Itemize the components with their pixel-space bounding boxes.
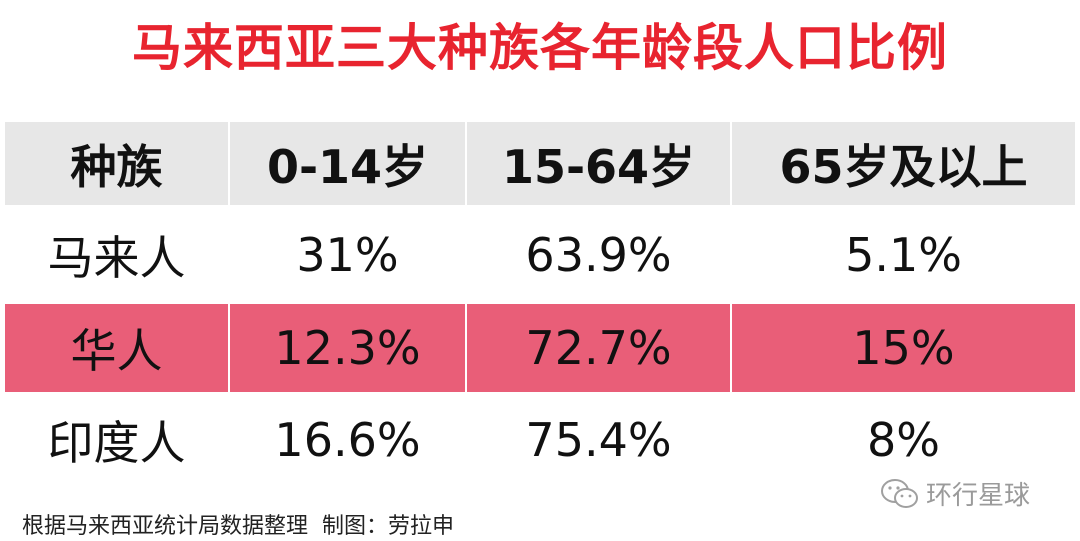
table-cell: 12.3% (230, 304, 465, 392)
table-cell: 16.6% (274, 413, 421, 467)
table-cell: 72.7% (467, 304, 730, 392)
title: 马来西亚三大种族各年龄段人口比例 (132, 19, 948, 77)
header-cell: 15-64岁 (467, 122, 730, 205)
table-cell: 31% (296, 227, 399, 282)
header-cell: 0-14岁 (230, 122, 465, 205)
source-note: 根据马来西亚统计局数据整理 制图：劳拉申 (22, 514, 454, 539)
table: 种族 0-14岁 15-64岁 65岁及以上马来人 31% 63.9% 5.1% 华人 12.3… (5, 122, 1075, 486)
table-cell: 5.1% (845, 227, 962, 282)
table-cell: 75.4% (525, 413, 672, 467)
table-cell: 马来人 (47, 230, 186, 285)
header-cell: 种族 (5, 122, 228, 205)
table-cell: 8% (867, 413, 940, 467)
header-cell: 65岁及以上 (732, 122, 1075, 205)
watermark: 环行星球 (880, 475, 1030, 512)
table-cell: 印度人 (47, 416, 186, 470)
table-cell: 华人 (5, 304, 228, 392)
watermark-icon (881, 478, 918, 508)
table-cell: 15% (732, 304, 1075, 392)
watermark-text: 环行星球 (926, 481, 1031, 511)
table-cell: 63.9% (525, 227, 672, 282)
